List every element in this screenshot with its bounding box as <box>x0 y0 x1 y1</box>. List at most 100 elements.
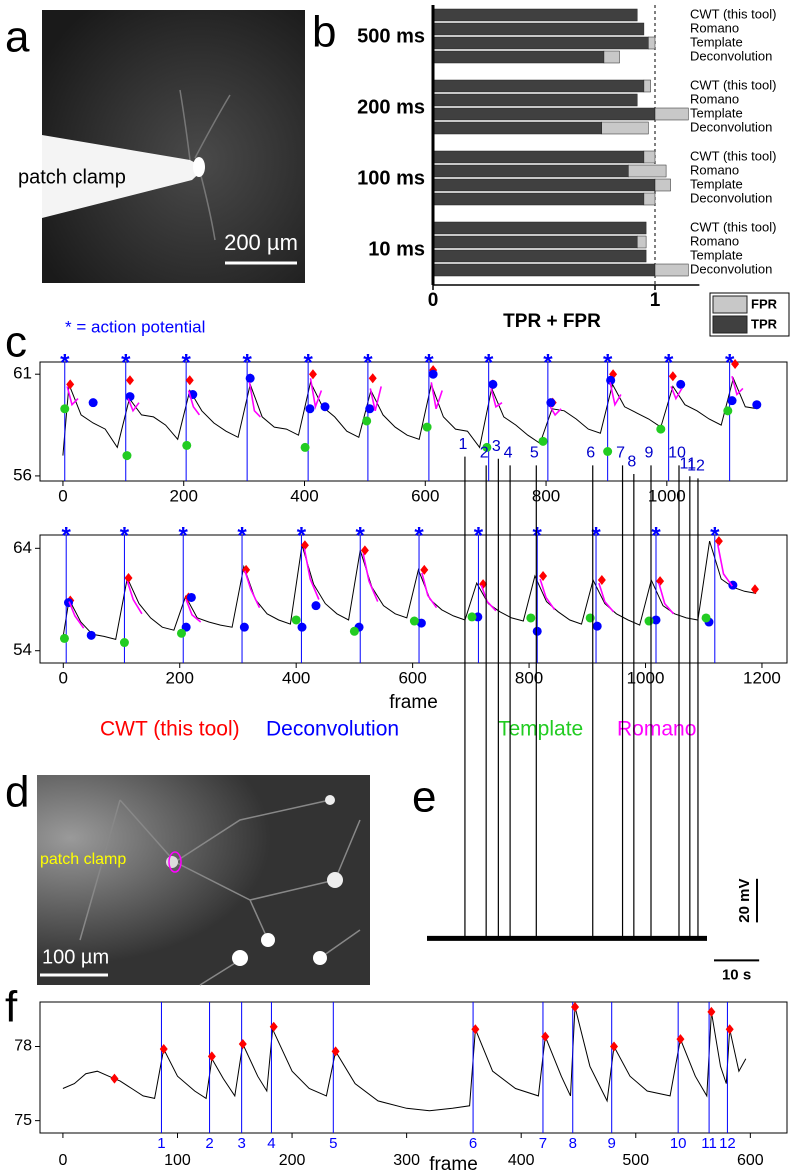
legend-swatch <box>712 295 748 314</box>
detection-marker <box>66 379 75 390</box>
detection-marker <box>300 442 310 452</box>
category-label: CWT (this tool) <box>690 77 776 92</box>
x-tick-label: 0 <box>428 290 439 311</box>
detection-marker <box>597 575 606 586</box>
detection-marker <box>676 379 686 389</box>
panel-label: e <box>412 773 436 822</box>
detection-marker <box>238 1039 247 1050</box>
category-label: Deconvolution <box>690 48 772 63</box>
detection-marker <box>651 615 661 625</box>
detection-marker <box>124 573 133 584</box>
image-d: patch clamp 100 µm <box>37 775 370 986</box>
detection-trace <box>66 375 744 418</box>
detection-marker <box>331 1046 340 1057</box>
detection-marker <box>245 373 255 383</box>
category-label: CWT (this tool) <box>690 219 776 234</box>
event-marker: * <box>356 522 366 549</box>
x-tick-label: 100 <box>164 1152 191 1169</box>
y-tick-label: 61 <box>13 364 32 383</box>
bar-segment <box>432 22 645 36</box>
spike-label: 10 <box>668 445 686 462</box>
detection-marker <box>185 375 194 386</box>
bar-segment <box>432 249 647 263</box>
detection-marker <box>239 622 249 632</box>
group-label: 200 ms <box>357 96 425 118</box>
detection-trace <box>68 544 733 629</box>
category-label: Romano <box>690 20 739 35</box>
detection-marker <box>242 564 251 575</box>
spike-label: 11 <box>680 455 697 472</box>
event-label: 1 <box>157 1135 165 1152</box>
bar-segment <box>643 79 651 93</box>
roi <box>168 851 182 873</box>
scale-bar-label: 100 µm <box>42 946 109 968</box>
detection-marker <box>471 1024 480 1035</box>
cell <box>261 933 275 947</box>
detection-marker <box>176 628 186 638</box>
pipette <box>42 135 205 218</box>
detection-marker <box>409 616 419 626</box>
group-label: 500 ms <box>357 25 425 47</box>
x-tick-label: 400 <box>282 668 310 687</box>
legend-label: Deconvolution <box>266 718 399 741</box>
detection-marker <box>362 416 372 426</box>
panel-label: c <box>5 318 27 367</box>
bar-segment <box>432 263 656 277</box>
spike-label: 9 <box>645 445 654 462</box>
detection-marker <box>482 442 492 452</box>
y-tick-label: 54 <box>13 640 32 659</box>
bar-segment <box>432 8 638 22</box>
bar-segment <box>643 192 656 206</box>
trace <box>62 1006 747 1112</box>
micrograph <box>37 775 370 985</box>
detection-marker <box>526 613 536 623</box>
event-marker: * <box>591 522 601 549</box>
x-tick-label: 0 <box>58 486 67 505</box>
spike-label: 2 <box>480 445 489 462</box>
event-label: 10 <box>670 1135 687 1152</box>
plot-frame <box>39 1001 788 1134</box>
detection-marker <box>585 613 595 623</box>
scale-bar-x-label: 10 s <box>722 966 751 983</box>
legend-label: TPR <box>751 316 778 331</box>
event-marker: * <box>237 522 247 549</box>
category-label: Template <box>690 105 743 120</box>
detection-marker <box>186 592 196 602</box>
detection-marker <box>308 369 317 380</box>
x-tick-label: 600 <box>411 486 439 505</box>
bar-segment <box>603 50 620 64</box>
detection-marker <box>122 451 132 461</box>
x-tick-label: 800 <box>532 486 560 505</box>
detection-marker <box>64 598 74 608</box>
category-label: Romano <box>690 162 739 177</box>
detection-marker <box>750 584 759 595</box>
trace <box>62 540 757 641</box>
bar-segment <box>601 121 649 135</box>
x-tick-label: 600 <box>398 668 426 687</box>
bar-segment <box>432 79 645 93</box>
spike-label: 8 <box>627 453 636 470</box>
bar-segment <box>432 121 602 135</box>
scale-bar-y-label: 20 mV <box>736 878 753 922</box>
x-tick-label: 200 <box>170 486 198 505</box>
detection-marker <box>119 638 129 648</box>
event-label: 11 <box>701 1135 717 1152</box>
x-axis-label: frame <box>389 692 438 713</box>
bar-segment <box>654 263 689 277</box>
event-marker: * <box>181 349 191 376</box>
bar-segment <box>432 178 656 192</box>
event-marker: * <box>242 349 252 376</box>
cell <box>193 157 205 177</box>
event-label: 6 <box>469 1135 477 1152</box>
spike-label: 7 <box>616 445 625 462</box>
bar-segment <box>654 178 671 192</box>
category-label: CWT (this tool) <box>690 6 776 21</box>
legend-label: Romano <box>617 718 696 741</box>
event-marker: * <box>414 522 424 549</box>
spike-label: 5 <box>530 445 539 462</box>
event-marker: * <box>484 349 494 376</box>
panel-label: f <box>5 983 18 1032</box>
event-marker: * <box>533 522 543 549</box>
detection-marker <box>538 436 548 446</box>
